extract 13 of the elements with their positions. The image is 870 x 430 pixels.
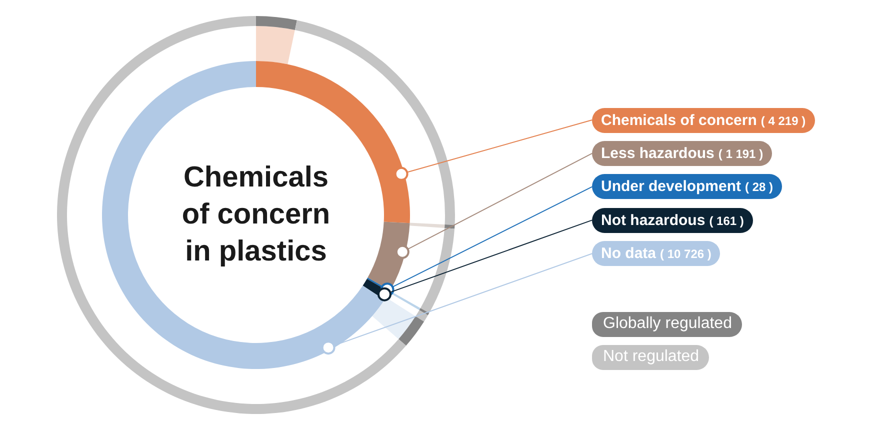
data-label: ( 161 ) [709, 212, 744, 228]
data-label: ( 4 219 ) [760, 112, 806, 128]
legend-label: Globally regulated [603, 315, 732, 333]
data-label: ( 1 191 ) [718, 146, 764, 161]
slice-label: Chemicals of concern [601, 112, 757, 128]
slice-label: Under development [601, 178, 742, 196]
slice-label: Not hazardous [601, 212, 706, 229]
text: Chemicals of concern in plastics [180, 160, 332, 270]
data-label: ( 10 726 ) [660, 246, 712, 262]
legend-label: Not regulated [603, 348, 700, 366]
slice-label: Less hazardous [601, 144, 714, 162]
data-label: ( 28 ) [745, 179, 774, 194]
slice-label: No data [601, 245, 656, 262]
